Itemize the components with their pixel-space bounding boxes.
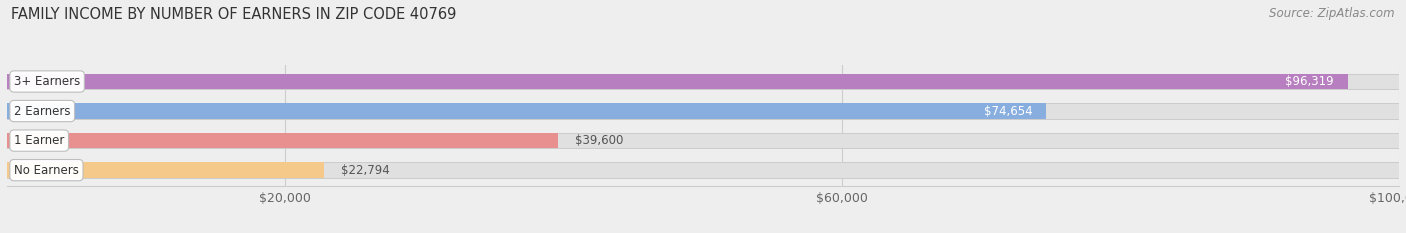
Text: $22,794: $22,794 — [342, 164, 389, 177]
Text: 1 Earner: 1 Earner — [14, 134, 65, 147]
Bar — [7, 103, 1399, 119]
Bar — [7, 133, 558, 148]
Text: No Earners: No Earners — [14, 164, 79, 177]
Text: $39,600: $39,600 — [575, 134, 623, 147]
Text: FAMILY INCOME BY NUMBER OF EARNERS IN ZIP CODE 40769: FAMILY INCOME BY NUMBER OF EARNERS IN ZI… — [11, 7, 457, 22]
Text: 2 Earners: 2 Earners — [14, 105, 70, 117]
Text: $74,654: $74,654 — [984, 105, 1032, 117]
Bar — [7, 74, 1348, 89]
Text: $96,319: $96,319 — [1285, 75, 1334, 88]
Bar — [7, 74, 1399, 89]
Bar — [7, 103, 1046, 119]
Text: 3+ Earners: 3+ Earners — [14, 75, 80, 88]
Bar — [7, 133, 1399, 148]
Bar — [7, 162, 325, 178]
Bar — [7, 162, 1399, 178]
Text: Source: ZipAtlas.com: Source: ZipAtlas.com — [1270, 7, 1395, 20]
